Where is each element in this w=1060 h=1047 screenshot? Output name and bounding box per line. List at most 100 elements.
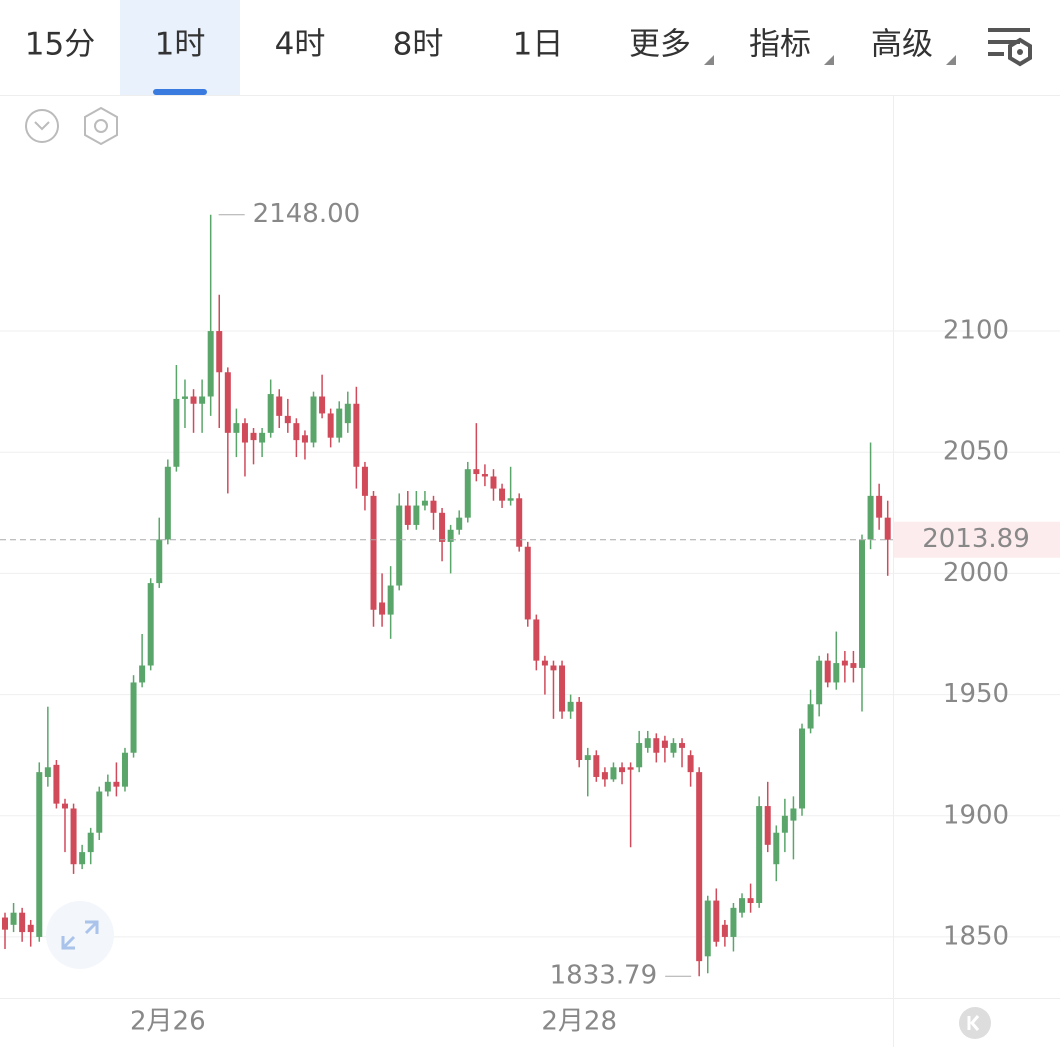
candle-body bbox=[19, 912, 26, 933]
candle-body bbox=[790, 808, 797, 821]
plot bbox=[0, 214, 1060, 977]
candle-body bbox=[301, 435, 308, 443]
candle-body bbox=[207, 331, 214, 397]
candle-body bbox=[61, 803, 68, 809]
candle-body bbox=[696, 772, 703, 962]
candle-body bbox=[139, 665, 146, 683]
candle-body bbox=[413, 505, 420, 525]
candle-body bbox=[867, 495, 874, 540]
candle-body bbox=[199, 396, 206, 404]
candle-body bbox=[379, 602, 386, 615]
candle-body bbox=[576, 701, 583, 761]
candle-body bbox=[104, 781, 111, 792]
candle-body bbox=[850, 663, 857, 668]
tab[interactable]: 指标 bbox=[749, 27, 811, 63]
x-tick-label: 2月26 bbox=[130, 1007, 206, 1037]
candle-body bbox=[636, 743, 643, 768]
candle-body bbox=[276, 396, 283, 416]
hexagon-icon[interactable] bbox=[84, 106, 118, 146]
dropdown-caret bbox=[704, 55, 714, 65]
candle-body bbox=[876, 495, 883, 518]
candle-body bbox=[2, 917, 8, 930]
candle-body bbox=[584, 755, 591, 761]
candle-body bbox=[361, 466, 368, 496]
candle-body bbox=[541, 660, 548, 666]
candle-body bbox=[799, 728, 806, 809]
candle-body bbox=[121, 752, 128, 787]
candle-body bbox=[619, 767, 626, 773]
candle-body bbox=[713, 900, 720, 942]
candle-body bbox=[79, 852, 86, 865]
y-tick-label: 1950 bbox=[943, 679, 1009, 709]
candle-body bbox=[250, 432, 257, 441]
tab[interactable]: 1日 bbox=[513, 27, 564, 63]
candle-body bbox=[490, 476, 497, 489]
tab[interactable]: 高级 bbox=[871, 27, 933, 63]
last-price-label: 2013.89 bbox=[922, 524, 1030, 554]
scroll-end-icon[interactable] bbox=[959, 1007, 991, 1039]
candle-body bbox=[293, 423, 300, 441]
active-tab-bg bbox=[120, 0, 240, 95]
candle-body bbox=[284, 415, 291, 424]
candle-body bbox=[87, 832, 94, 853]
candle-body bbox=[447, 529, 454, 542]
candle-body bbox=[190, 396, 197, 404]
candle-body bbox=[679, 743, 686, 748]
candle-body bbox=[773, 832, 780, 865]
collapse-icon[interactable] bbox=[25, 109, 59, 143]
candle-body bbox=[259, 432, 266, 443]
candle-body bbox=[593, 755, 600, 777]
settings-icon[interactable] bbox=[988, 28, 1032, 67]
candle-body bbox=[164, 466, 171, 540]
dropdown-caret bbox=[824, 55, 834, 65]
candle-body bbox=[439, 512, 446, 542]
tab[interactable]: 4时 bbox=[275, 27, 326, 63]
candle-body bbox=[27, 924, 34, 933]
candle-body bbox=[610, 767, 617, 780]
candle-body bbox=[507, 498, 514, 501]
candle-body bbox=[859, 539, 865, 668]
candle-body bbox=[10, 912, 17, 925]
candle-body bbox=[130, 682, 137, 753]
candle-body bbox=[156, 539, 163, 584]
candle-body bbox=[516, 498, 523, 547]
y-tick-label: 2000 bbox=[943, 558, 1009, 588]
candle-body bbox=[756, 806, 763, 903]
candle-body bbox=[327, 413, 334, 438]
candle-body bbox=[353, 403, 360, 467]
candle-body bbox=[687, 755, 694, 773]
candle-body bbox=[113, 781, 120, 787]
candle-body bbox=[267, 394, 274, 433]
last-price-tag bbox=[894, 521, 1060, 558]
candle-body bbox=[781, 815, 788, 833]
candle-body bbox=[396, 505, 403, 586]
tab[interactable]: 8时 bbox=[393, 27, 444, 63]
candle-body bbox=[147, 583, 154, 666]
candle-body bbox=[730, 907, 737, 937]
candle-body bbox=[53, 764, 60, 804]
y-tick-label: 1900 bbox=[943, 800, 1009, 830]
candle-body bbox=[464, 469, 471, 518]
candle-body bbox=[481, 474, 488, 477]
candle-body bbox=[319, 396, 326, 414]
max-label: 2148.00 bbox=[253, 199, 361, 229]
tab[interactable]: 15分 bbox=[25, 27, 95, 63]
dropdown-caret bbox=[946, 55, 956, 65]
candle-body bbox=[310, 396, 317, 443]
candle-body bbox=[739, 898, 746, 913]
candle-body bbox=[181, 396, 188, 399]
candle-body bbox=[241, 423, 248, 443]
candle-body bbox=[216, 331, 223, 373]
tab[interactable]: 更多 bbox=[629, 27, 691, 63]
candle-body bbox=[233, 423, 240, 433]
tab[interactable]: 1时 bbox=[155, 27, 206, 63]
candle-body bbox=[644, 738, 651, 748]
candle-body bbox=[601, 772, 608, 780]
candle-body bbox=[653, 738, 660, 753]
min-label: 1833.79 bbox=[550, 961, 658, 991]
y-tick-label: 2050 bbox=[943, 437, 1009, 467]
expand-icon[interactable] bbox=[46, 901, 114, 969]
candle-body bbox=[747, 898, 754, 903]
candle-body bbox=[36, 772, 43, 937]
